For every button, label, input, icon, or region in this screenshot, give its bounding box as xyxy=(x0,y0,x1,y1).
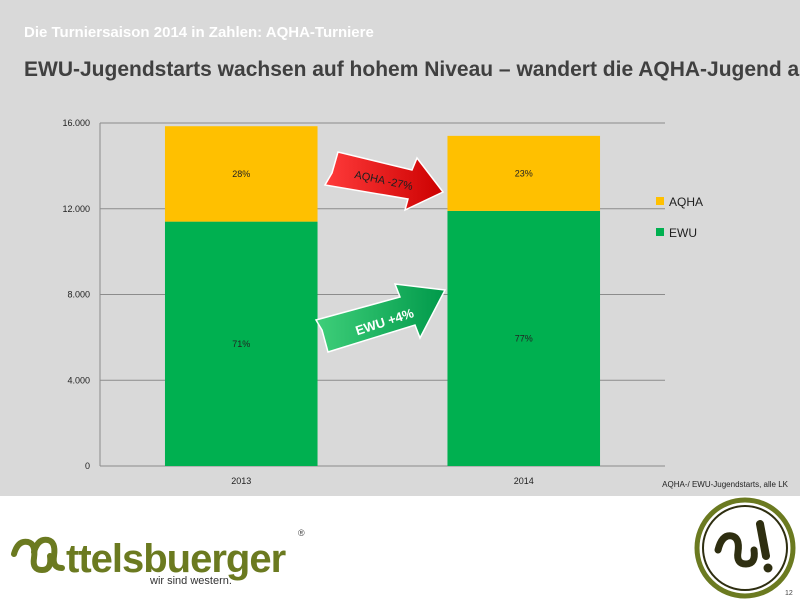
slide-header: Die Turniersaison 2014 in Zahlen: AQHA-T… xyxy=(24,24,374,41)
y-tick-label: 16.000 xyxy=(62,118,90,128)
ittelsbuerger-seal-icon xyxy=(694,497,796,599)
slide-background: Die Turniersaison 2014 in Zahlen: AQHA-T… xyxy=(0,0,800,496)
page-number: 12 xyxy=(785,590,793,597)
slide-title: EWU-Jugendstarts wachsen auf hohem Nivea… xyxy=(24,58,800,81)
bar-ewu-2014 xyxy=(447,210,601,466)
logo-wordmark: ttelsbuerger xyxy=(66,537,286,581)
ittelsbuerger-logo: ttelsbuerger xyxy=(11,536,287,581)
legend-swatch-aqha xyxy=(656,197,664,205)
stacked-bar-chart: 71% 28% 77% 23% 0 4.000 8.000 12.000 16.000 201… xyxy=(62,118,788,489)
ewu-change-arrow xyxy=(314,283,447,353)
data-label: 71% xyxy=(232,339,250,349)
source-note: AQHA-/ EWU-Jugendstarts, alle LK xyxy=(662,480,788,489)
data-label: 77% xyxy=(515,333,533,343)
y-tick-label: 12.000 xyxy=(62,204,90,214)
bar-aqha-2013 xyxy=(164,126,318,222)
x-tick-label: 2013 xyxy=(231,476,251,486)
registered-mark: ® xyxy=(298,528,305,538)
bar-ewu-2013 xyxy=(164,221,318,466)
y-tick-label: 0 xyxy=(85,461,90,471)
y-tick-label: 4.000 xyxy=(67,375,90,385)
x-tick-label: 2014 xyxy=(514,476,534,486)
logo-slogan: wir sind western. xyxy=(150,575,232,587)
data-label: 23% xyxy=(515,168,533,178)
legend-label-ewu: EWU xyxy=(669,226,697,240)
footer xyxy=(0,496,800,600)
data-label: 28% xyxy=(232,169,250,179)
legend-label-aqha: AQHA xyxy=(669,195,703,209)
bar-aqha-2014 xyxy=(447,135,601,211)
legend-swatch-ewu xyxy=(656,228,664,236)
y-tick-label: 8.000 xyxy=(67,290,90,300)
aqha-change-arrow xyxy=(323,151,445,212)
